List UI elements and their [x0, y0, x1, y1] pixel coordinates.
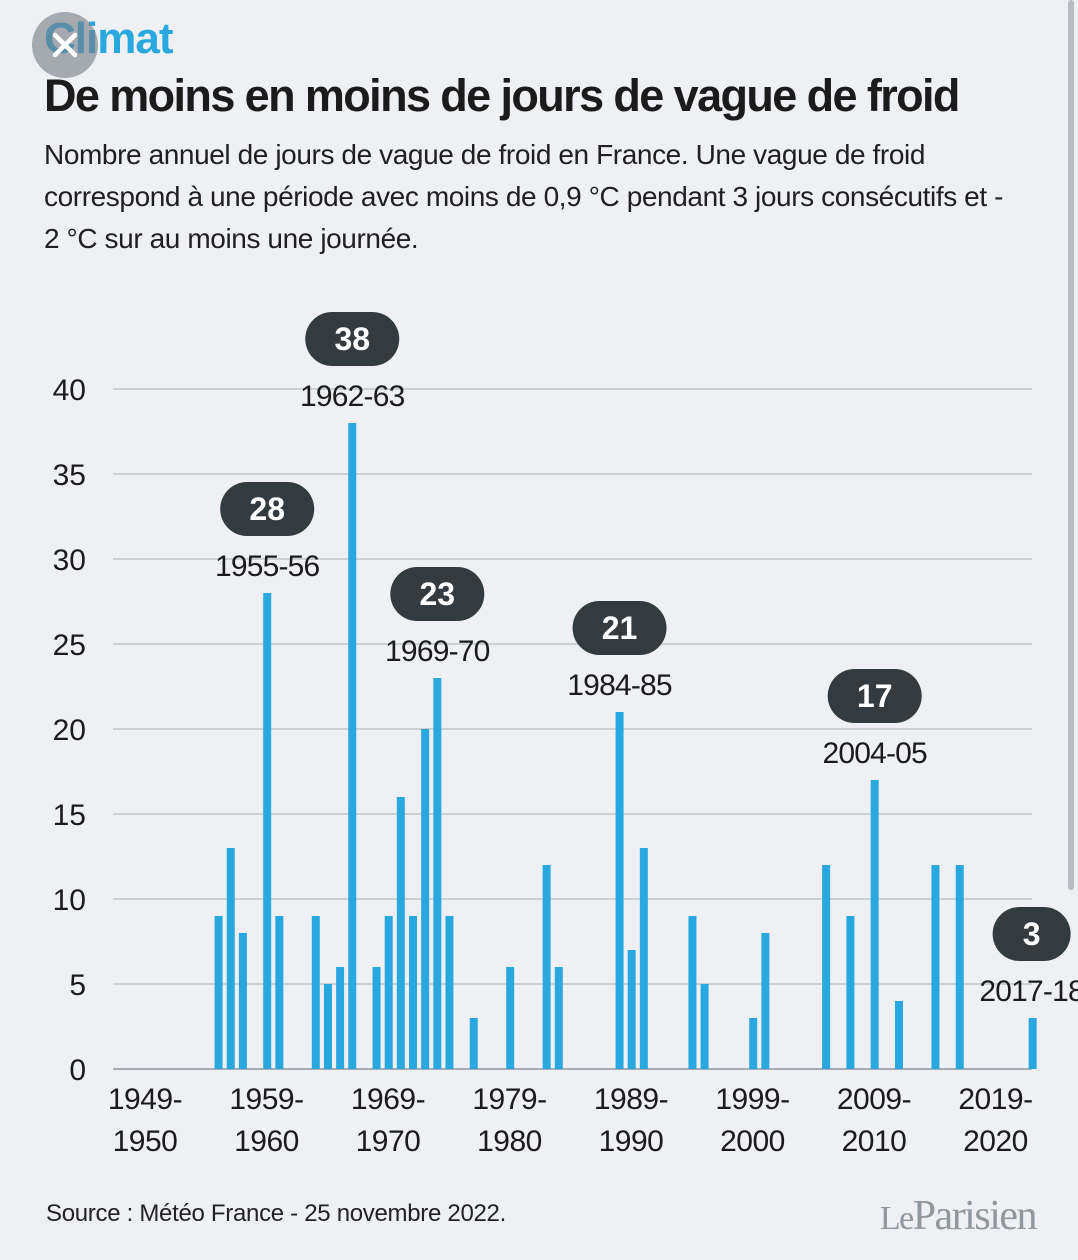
- y-tick-label: 40: [53, 374, 86, 407]
- bar: [396, 797, 405, 1069]
- bar: [761, 933, 770, 1069]
- data-label: 23: [420, 576, 456, 612]
- x-tick-label: 2019-: [958, 1083, 1032, 1116]
- x-tick-label: 1969-: [351, 1083, 425, 1116]
- bar: [870, 780, 879, 1069]
- y-tick-label: 0: [69, 1054, 86, 1087]
- bar: [749, 1018, 758, 1069]
- bar: [421, 729, 430, 1069]
- annotation-label: 1962-63: [300, 380, 405, 413]
- bar: [639, 848, 648, 1069]
- scrollbar[interactable]: [1068, 0, 1074, 890]
- x-tick-label: 1980: [477, 1125, 542, 1158]
- value-badge: [220, 482, 315, 536]
- bar: [688, 916, 697, 1069]
- x-tick-label: 1990: [599, 1125, 664, 1158]
- bar: [846, 916, 855, 1069]
- bar: [275, 916, 284, 1069]
- le-parisien-logo: LeParisien: [879, 1193, 1038, 1239]
- x-tick-label: 2000: [720, 1125, 785, 1158]
- value-badge: [827, 669, 922, 723]
- y-tick-label: 10: [53, 884, 86, 917]
- data-label: 28: [249, 491, 285, 527]
- bar: [542, 865, 551, 1069]
- value-badge: [390, 567, 485, 621]
- bar: [469, 1018, 478, 1069]
- data-label: 21: [602, 610, 638, 646]
- bar: [506, 967, 515, 1069]
- bar: [895, 1001, 903, 1069]
- bar: [445, 916, 454, 1069]
- close-button[interactable]: [32, 12, 98, 78]
- annotation-label: 1984-85: [567, 669, 672, 702]
- x-tick-label: 1959-: [229, 1083, 303, 1116]
- bar: [627, 950, 636, 1069]
- x-tick-label: 1950: [113, 1125, 178, 1158]
- bar: [372, 967, 381, 1069]
- x-tick-label: 1960: [234, 1125, 299, 1158]
- close-icon: [52, 32, 78, 58]
- x-tick-label: 1989-: [594, 1083, 668, 1116]
- bar: [214, 916, 223, 1069]
- y-tick-label: 15: [53, 799, 86, 832]
- data-label: 38: [334, 321, 370, 357]
- y-tick-label: 35: [53, 459, 86, 492]
- chart-title: De moins en moins de jours de vague de f…: [44, 70, 960, 121]
- bar: [433, 678, 442, 1069]
- data-label: 17: [857, 678, 893, 714]
- x-tick-label: 2009-: [837, 1083, 911, 1116]
- bar: [336, 967, 345, 1069]
- data-label: 3: [1023, 916, 1041, 952]
- annotation-label: 1955-56: [215, 550, 320, 583]
- x-tick-label: 1970: [356, 1125, 421, 1158]
- bar: [700, 984, 709, 1069]
- y-tick-label: 25: [53, 629, 86, 662]
- value-badge: [992, 907, 1071, 961]
- x-tick-label: 2010: [842, 1125, 907, 1158]
- annotation-label: 2017-18: [979, 975, 1078, 1008]
- bar: [931, 865, 940, 1069]
- bar: [1028, 1018, 1037, 1069]
- x-tick-label: 1999-: [715, 1083, 789, 1116]
- bar: [323, 984, 332, 1069]
- bar: [238, 933, 247, 1069]
- bar: [384, 916, 393, 1069]
- source-note: Source : Météo France - 25 novembre 2022…: [46, 1200, 506, 1227]
- value-badge: [572, 601, 667, 655]
- bar: [409, 916, 417, 1069]
- chart-subtitle: Nombre annuel de jours de vague de froid…: [44, 139, 1004, 254]
- bar: [554, 967, 563, 1069]
- value-badge: [305, 312, 400, 366]
- bar: [311, 916, 320, 1069]
- y-tick-label: 20: [53, 714, 86, 747]
- bar: [822, 865, 831, 1069]
- bar: [226, 848, 235, 1069]
- bar: [263, 593, 272, 1069]
- annotation-label: 1969-70: [385, 635, 490, 668]
- x-tick-label: 2020: [963, 1125, 1028, 1158]
- x-tick-label: 1949-: [108, 1083, 182, 1116]
- y-tick-label: 5: [69, 969, 86, 1002]
- bar: [348, 423, 357, 1069]
- x-tick-label: 1979-: [472, 1083, 546, 1116]
- y-tick-label: 30: [53, 544, 86, 577]
- annotation-label: 2004-05: [822, 737, 927, 770]
- bar-chart: 0 5 10 15 20 25 30 35 40 1949- 1950 1959- 1960 1969- 1…: [53, 312, 1078, 1158]
- bar: [955, 865, 964, 1069]
- bar: [615, 712, 624, 1069]
